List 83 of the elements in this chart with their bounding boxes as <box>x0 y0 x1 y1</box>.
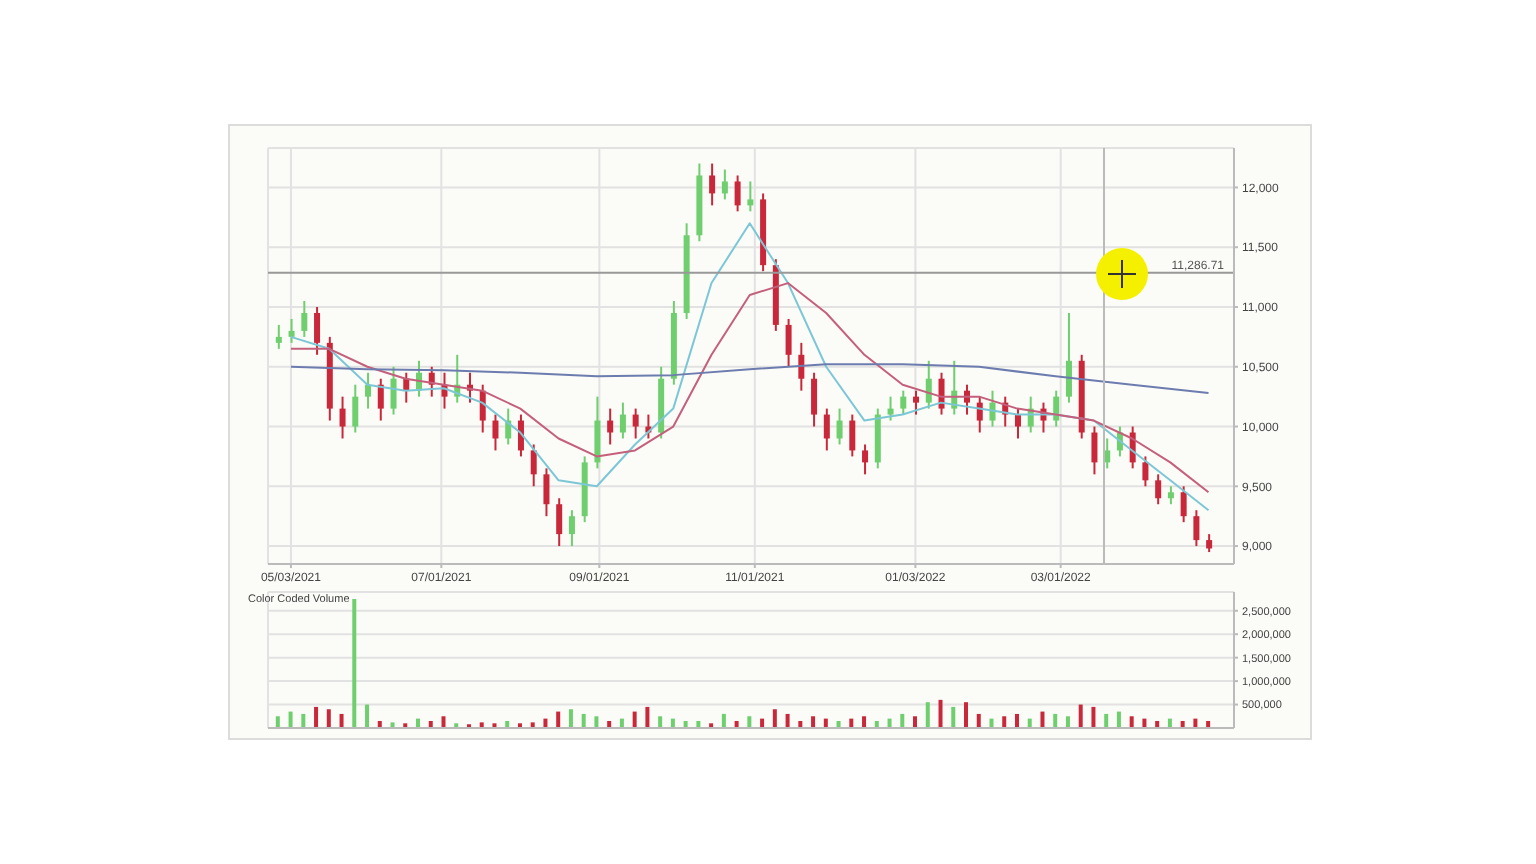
candlestick <box>568 509 575 548</box>
bar <box>938 699 943 728</box>
bar <box>862 716 867 728</box>
bar <box>275 716 280 728</box>
candlestick <box>365 371 372 410</box>
bar <box>658 716 663 728</box>
candlestick <box>492 413 499 452</box>
candlestick <box>900 389 907 416</box>
candlestick <box>747 180 754 213</box>
bar <box>785 713 790 728</box>
candlestick <box>339 395 346 440</box>
candlestick <box>1155 473 1162 506</box>
bar <box>951 706 956 728</box>
bar <box>645 706 650 728</box>
bar <box>747 716 752 728</box>
candlestick <box>849 413 856 458</box>
candlestick <box>874 407 881 470</box>
bar <box>913 716 918 728</box>
bar <box>314 706 319 728</box>
bar <box>721 713 726 728</box>
bar <box>1104 713 1109 728</box>
candlestick <box>352 383 359 434</box>
candlestick <box>1180 485 1187 524</box>
candlestick <box>811 371 818 428</box>
candlestick <box>709 162 716 207</box>
bar <box>594 716 599 728</box>
bar <box>288 711 293 728</box>
bar <box>632 711 637 728</box>
bar <box>326 709 331 728</box>
bar <box>964 702 968 728</box>
bar <box>581 713 586 728</box>
candlestick <box>301 300 308 338</box>
candlestick <box>632 407 639 440</box>
candlestick <box>556 497 563 548</box>
candlestick <box>1142 455 1149 488</box>
candlestick <box>530 443 537 488</box>
candlestick <box>314 305 321 356</box>
candlestick <box>925 359 932 410</box>
candlestick <box>785 317 792 368</box>
bar <box>1065 716 1070 728</box>
candlestick <box>887 395 894 422</box>
candlestick <box>1053 389 1060 428</box>
candlestick <box>798 341 805 392</box>
bar <box>925 702 930 728</box>
bar <box>1129 716 1134 728</box>
candlestick <box>862 443 869 476</box>
candlestick <box>734 174 741 213</box>
bar <box>441 716 446 728</box>
bar <box>568 709 573 728</box>
bar <box>365 704 370 728</box>
candlestick <box>594 395 601 470</box>
candlestick <box>823 407 830 452</box>
bar <box>1078 704 1083 728</box>
line-series <box>289 363 1210 395</box>
candlestick <box>1014 407 1021 440</box>
candlestick <box>721 168 728 201</box>
candlestick <box>288 317 295 344</box>
candlestick <box>619 401 626 440</box>
bar <box>339 713 344 728</box>
bar <box>900 713 905 728</box>
candlestick <box>390 365 397 416</box>
bar <box>811 716 816 728</box>
candlestick <box>913 389 920 416</box>
bar <box>1053 713 1058 728</box>
candlestick <box>377 377 384 422</box>
bar <box>301 713 306 728</box>
candlestick <box>1193 509 1200 548</box>
candlestick <box>607 407 614 446</box>
bar <box>1091 706 1096 728</box>
line-series <box>289 282 1210 494</box>
bar <box>772 709 777 728</box>
bar <box>1002 716 1007 728</box>
candlestick <box>275 323 282 350</box>
candlestick <box>836 407 843 446</box>
bar <box>556 711 561 728</box>
bar <box>1014 713 1019 728</box>
bar <box>352 599 357 728</box>
candlestick <box>1091 425 1098 476</box>
candlestick <box>543 467 550 518</box>
bar <box>1116 711 1121 728</box>
candlestick <box>1065 311 1072 404</box>
bar <box>1040 711 1045 728</box>
bar <box>976 713 981 728</box>
